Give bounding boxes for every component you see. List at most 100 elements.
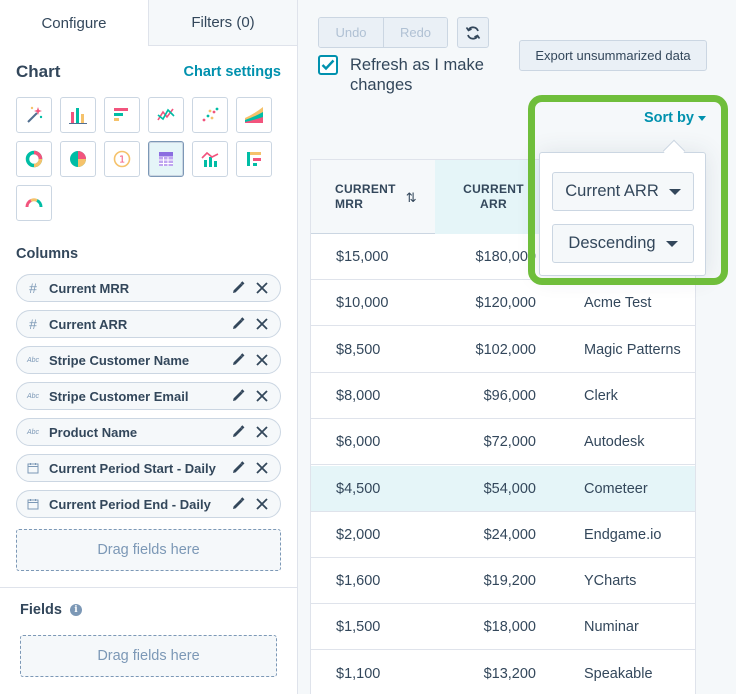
chart-type-kpi-button[interactable]: 1 <box>104 141 140 177</box>
tab-filters[interactable]: Filters (0) <box>149 0 297 46</box>
sort-by-dropdown[interactable]: Sort by <box>644 110 706 126</box>
columns-drop-zone[interactable]: Drag fields here <box>16 529 281 571</box>
cell-arr: $19,200 <box>483 573 536 590</box>
remove-x-icon[interactable] <box>250 348 274 372</box>
chart-type-donut-button[interactable] <box>16 141 52 177</box>
chart-type-pivot-button[interactable] <box>236 141 272 177</box>
chart-type-gauge-button[interactable] <box>16 185 52 221</box>
column-pill-stripe-customer-email[interactable]: Abc Stripe Customer Email <box>16 382 281 410</box>
cell-name: Acme Test <box>584 295 652 312</box>
chart-type-scatter-button[interactable] <box>192 97 228 133</box>
info-icon[interactable]: i <box>69 604 82 616</box>
svg-text:1: 1 <box>119 155 125 166</box>
edit-pencil-icon[interactable] <box>226 348 250 372</box>
header-current-mrr[interactable]: CURRENT MRR ⇅ <box>335 160 435 234</box>
cell-name: Numinar <box>584 619 639 636</box>
chart-type-magic-button[interactable] <box>16 97 52 133</box>
refresh-button[interactable] <box>457 17 489 48</box>
column-pill-stripe-customer-name[interactable]: Abc Stripe Customer Name <box>16 346 281 374</box>
checkmark-icon <box>321 59 335 71</box>
line-chart-icon <box>157 108 175 121</box>
caret-down-icon <box>668 188 681 195</box>
edit-pencil-icon[interactable] <box>226 420 250 444</box>
pivot-table-icon <box>247 152 261 166</box>
remove-x-icon[interactable] <box>250 492 274 516</box>
cell-name: Endgame.io <box>584 526 662 543</box>
columns-section-title: Columns <box>16 246 79 262</box>
redo-button[interactable]: Redo <box>383 18 447 47</box>
fields-section-title: Fields i <box>20 602 82 618</box>
remove-x-icon[interactable] <box>250 312 274 336</box>
remove-x-icon[interactable] <box>250 384 274 408</box>
table-row[interactable]: $15,000 $180,000 <box>311 234 695 280</box>
section-divider <box>0 587 297 588</box>
cell-mrr: $10,000 <box>336 295 389 312</box>
export-unsummarized-button[interactable]: Export unsummarized data <box>519 40 707 71</box>
refresh-checkbox-label[interactable]: Refresh as I make changes <box>350 56 484 94</box>
remove-x-icon[interactable] <box>250 420 274 444</box>
table-row[interactable]: $4,500 $54,000 Cometeer <box>311 465 695 512</box>
cell-arr: $102,000 <box>475 341 536 358</box>
edit-pencil-icon[interactable] <box>226 456 250 480</box>
header-line: MRR <box>335 197 364 211</box>
column-pill-current-mrr[interactable]: # Current MRR <box>16 274 281 302</box>
column-pill-current-period-start[interactable]: Current Period Start - Daily <box>16 454 281 482</box>
refresh-checkbox[interactable] <box>318 55 338 75</box>
left-config-panel: Configure Filters (0) Chart Chart settin… <box>0 0 298 694</box>
chart-type-bar-button[interactable] <box>60 97 96 133</box>
header-current-arr[interactable]: CURRENT ARR <box>435 160 552 234</box>
chart-type-line-button[interactable] <box>148 97 184 133</box>
cell-name: YCharts <box>584 573 637 590</box>
calendar-icon <box>17 462 49 474</box>
cell-mrr: $4,500 <box>336 480 381 497</box>
cell-arr: $24,000 <box>483 526 536 543</box>
column-name: Current Period Start - Daily <box>49 460 216 476</box>
edit-pencil-icon[interactable] <box>226 276 250 300</box>
table-row[interactable]: $8,500 $102,000 Magic Patterns <box>311 327 695 373</box>
table-row[interactable]: $1,100 $13,200 Speakable <box>311 651 695 694</box>
sort-direction-value: Descending <box>568 234 656 252</box>
kpi-icon: 1 <box>113 150 131 168</box>
fields-drop-zone[interactable]: Drag fields here <box>20 635 277 677</box>
chart-type-horizontal-bar-button[interactable] <box>104 97 140 133</box>
column-name: Stripe Customer Email <box>49 388 189 404</box>
undo-button[interactable]: Undo <box>319 18 383 47</box>
edit-pencil-icon[interactable] <box>226 384 250 408</box>
header-line: ARR <box>480 197 507 211</box>
remove-x-icon[interactable] <box>250 456 274 480</box>
remove-x-icon[interactable] <box>250 276 274 300</box>
sort-direction-select[interactable]: Descending <box>552 224 694 263</box>
cell-arr: $180,000 <box>475 249 536 265</box>
column-pill-product-name[interactable]: Abc Product Name <box>16 418 281 446</box>
cell-mrr: $1,100 <box>336 665 381 682</box>
sort-arrows-icon[interactable]: ⇅ <box>405 189 417 205</box>
chart-type-combo-button[interactable] <box>192 141 228 177</box>
table-row[interactable]: $8,000 $96,000 Clerk <box>311 373 695 419</box>
tab-configure[interactable]: Configure <box>0 0 149 46</box>
column-name: Current Period End - Daily <box>49 496 211 512</box>
chart-type-area-button[interactable] <box>236 97 272 133</box>
area-chart-icon <box>245 107 263 123</box>
edit-pencil-icon[interactable] <box>226 312 250 336</box>
table-row[interactable]: $2,000 $24,000 Endgame.io <box>311 512 695 558</box>
table-icon <box>159 152 173 166</box>
table-row[interactable]: $10,000 $120,000 Acme Test <box>311 280 695 327</box>
chart-type-table-button[interactable] <box>148 141 184 177</box>
table-row[interactable]: $1,500 $18,000 Numinar <box>311 604 695 651</box>
gauge-icon <box>25 198 43 208</box>
table-scrollbar[interactable] <box>698 159 712 694</box>
table-row[interactable]: $1,600 $19,200 YCharts <box>311 558 695 605</box>
cell-mrr: $1,500 <box>336 619 381 636</box>
column-pill-current-period-end[interactable]: Current Period End - Daily <box>16 490 281 518</box>
sort-field-select[interactable]: Current ARR <box>552 172 694 211</box>
chart-type-pie-button[interactable] <box>60 141 96 177</box>
chart-settings-link[interactable]: Chart settings <box>183 64 282 80</box>
column-pill-current-arr[interactable]: # Current ARR <box>16 310 281 338</box>
cell-name: Clerk <box>584 387 618 404</box>
cell-arr: $72,000 <box>483 434 536 451</box>
edit-pencil-icon[interactable] <box>226 492 250 516</box>
table-row[interactable]: $6,000 $72,000 Autodesk <box>311 419 695 466</box>
column-name: Current ARR <box>49 316 128 332</box>
refresh-icon <box>465 25 481 40</box>
combo-chart-icon <box>201 151 219 167</box>
